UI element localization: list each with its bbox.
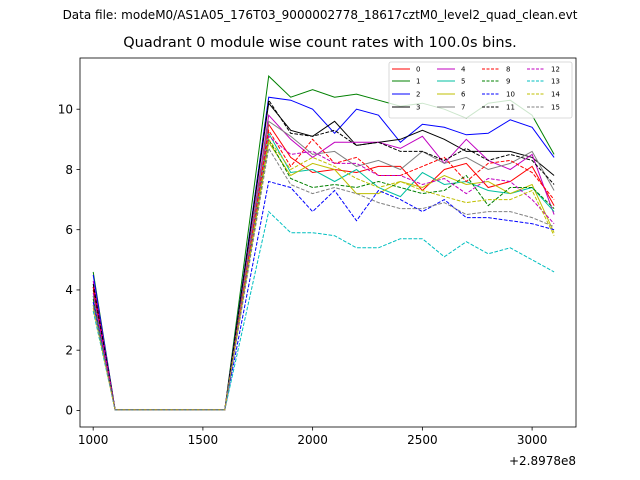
series-line-10 bbox=[92, 180, 555, 411]
legend-label: 14 bbox=[551, 91, 560, 99]
y-tick-label: 8 bbox=[65, 163, 73, 177]
data-file-subtitle: Data file: modeM0/AS1A05_176T03_90000027… bbox=[62, 8, 578, 22]
series-line-5 bbox=[92, 131, 555, 411]
y-tick-label: 2 bbox=[65, 343, 73, 357]
x-tick-label: 2500 bbox=[407, 433, 438, 447]
series-line-9 bbox=[92, 137, 555, 411]
legend-label: 15 bbox=[551, 104, 560, 112]
legend-label: 8 bbox=[506, 66, 510, 74]
series-line-3 bbox=[92, 101, 555, 411]
chart-title: Quadrant 0 module wise count rates with … bbox=[123, 35, 517, 51]
legend-entry-14: 14 bbox=[527, 91, 560, 99]
x-axis: 1000 1500 2000 2500 3000 bbox=[78, 427, 547, 447]
legend-label: 2 bbox=[416, 91, 420, 99]
y-tick-label: 6 bbox=[65, 223, 73, 237]
legend-entry-1: 1 bbox=[392, 78, 420, 86]
legend-label: 9 bbox=[506, 78, 510, 86]
legend-entry-10: 10 bbox=[482, 91, 515, 99]
legend-label: 3 bbox=[416, 104, 420, 112]
legend-label: 0 bbox=[416, 66, 420, 74]
legend-entry-5: 5 bbox=[437, 78, 465, 86]
series-line-13 bbox=[92, 210, 555, 411]
legend-frame bbox=[388, 61, 573, 119]
series-line-12 bbox=[92, 135, 555, 411]
legend-entry-9: 9 bbox=[482, 78, 510, 86]
series-line-7 bbox=[92, 120, 555, 411]
plot-lines bbox=[92, 75, 555, 411]
x-tick-label: 3000 bbox=[517, 433, 548, 447]
plot-frame bbox=[79, 57, 577, 428]
y-tick-label: 4 bbox=[65, 283, 73, 297]
y-axis: 0 2 4 6 8 10 bbox=[58, 103, 80, 418]
legend-entry-0: 0 bbox=[392, 66, 420, 74]
legend-entry-6: 6 bbox=[437, 91, 466, 99]
y-tick-label: 10 bbox=[58, 103, 73, 117]
series-line-0 bbox=[92, 122, 555, 411]
legend-entry-15: 15 bbox=[527, 104, 560, 112]
legend-label: 5 bbox=[461, 78, 465, 86]
series-line-1 bbox=[92, 75, 555, 411]
legend-label: 13 bbox=[551, 78, 560, 86]
series-line-2 bbox=[92, 96, 555, 411]
series-line-11 bbox=[92, 98, 555, 411]
legend-entry-13: 13 bbox=[527, 78, 560, 86]
x-tick-label: 1000 bbox=[78, 433, 109, 447]
y-tick-label: 0 bbox=[65, 404, 73, 418]
legend-entry-12: 12 bbox=[527, 66, 560, 74]
series-line-8 bbox=[92, 128, 555, 411]
legend-label: 7 bbox=[461, 104, 465, 112]
legend-label: 12 bbox=[551, 66, 560, 74]
series-line-6 bbox=[92, 140, 555, 411]
legend-label: 1 bbox=[416, 78, 420, 86]
legend-entry-3: 3 bbox=[392, 104, 420, 112]
legend-entry-8: 8 bbox=[482, 66, 510, 74]
series-line-14 bbox=[92, 138, 555, 411]
x-tick-label: 1500 bbox=[188, 433, 219, 447]
series-line-15 bbox=[92, 146, 555, 411]
legend-label: 11 bbox=[506, 104, 515, 112]
x-tick-label: 2000 bbox=[297, 433, 328, 447]
legend-entry-2: 2 bbox=[392, 91, 420, 99]
legend-label: 6 bbox=[461, 91, 466, 99]
x-offset-label: +2.8978e8 bbox=[509, 454, 576, 468]
legend-entry-4: 4 bbox=[437, 66, 466, 74]
legend-label: 10 bbox=[506, 91, 515, 99]
series-line-4 bbox=[92, 114, 555, 411]
legend-label: 4 bbox=[461, 66, 466, 74]
legend-entry-11: 11 bbox=[482, 104, 515, 112]
legend-entry-7: 7 bbox=[437, 104, 465, 112]
